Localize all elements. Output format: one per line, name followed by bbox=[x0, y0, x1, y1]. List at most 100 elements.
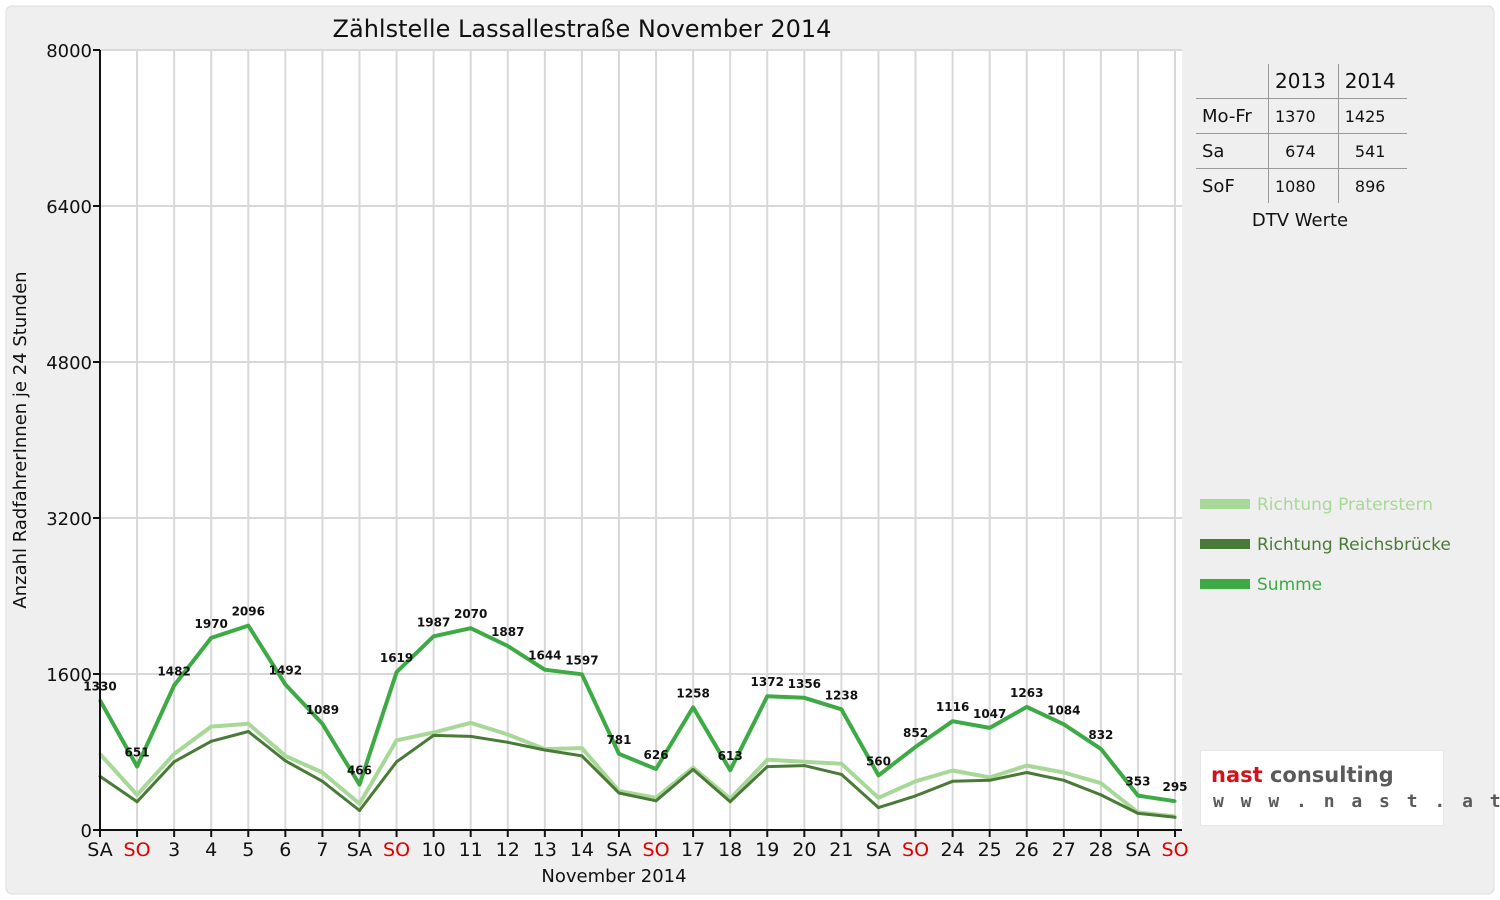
data-point bbox=[839, 772, 843, 776]
data-point bbox=[432, 634, 436, 638]
x-tick-label: 19 bbox=[755, 839, 779, 861]
dtv-value-2013: 1080 bbox=[1268, 168, 1339, 203]
legend: Richtung Praterstern Richtung Reichsbrück… bbox=[1200, 495, 1451, 595]
dtv-value-2013: 674 bbox=[1268, 133, 1339, 169]
data-label: 1116 bbox=[936, 700, 969, 714]
data-label: 2096 bbox=[232, 605, 265, 619]
data-point bbox=[691, 768, 695, 772]
data-point bbox=[1025, 705, 1029, 709]
data-point bbox=[283, 683, 287, 687]
data-point bbox=[951, 779, 955, 783]
data-label: 295 bbox=[1162, 780, 1187, 794]
data-point bbox=[209, 739, 213, 743]
data-point bbox=[283, 759, 287, 763]
data-label: 2070 bbox=[454, 607, 487, 621]
x-tick-label: 26 bbox=[1015, 839, 1039, 861]
x-tick-label: SO bbox=[124, 839, 151, 861]
data-label: 560 bbox=[866, 754, 891, 768]
data-point bbox=[951, 769, 955, 773]
data-point bbox=[283, 754, 287, 758]
data-point bbox=[209, 725, 213, 729]
data-point bbox=[357, 802, 361, 806]
data-label: 1330 bbox=[83, 679, 116, 693]
data-point bbox=[1099, 747, 1103, 751]
data-label: 466 bbox=[347, 764, 372, 778]
dtv-value-2014: 1425 bbox=[1337, 98, 1408, 134]
data-label: 1887 bbox=[491, 625, 524, 639]
data-point bbox=[1136, 811, 1140, 815]
data-point bbox=[246, 722, 250, 726]
data-point bbox=[432, 731, 436, 734]
logo-word-consulting: consulting bbox=[1269, 763, 1394, 787]
dtv-row-label: Mo-Fr bbox=[1196, 98, 1269, 134]
x-tick-label: 21 bbox=[829, 839, 853, 861]
data-point bbox=[765, 758, 769, 762]
data-point bbox=[914, 794, 918, 798]
data-point bbox=[728, 800, 732, 804]
x-tick-label: 6 bbox=[279, 839, 291, 861]
data-point bbox=[395, 738, 399, 742]
data-label: 781 bbox=[606, 733, 631, 747]
data-label: 1356 bbox=[788, 677, 821, 691]
data-point bbox=[876, 796, 880, 800]
data-point bbox=[580, 746, 584, 750]
data-point bbox=[988, 778, 992, 782]
x-tick-label: SA bbox=[347, 839, 372, 861]
y-axis-label: Anzahl RadfahrerInnen je 24 Stunden bbox=[10, 271, 31, 608]
dtv-header-empty bbox=[1196, 64, 1269, 99]
x-tick-label: 20 bbox=[792, 839, 816, 861]
data-point bbox=[1136, 794, 1140, 798]
series-layer bbox=[98, 623, 1177, 819]
dtv-table: 2013 2014 Mo-Fr 1370 1425 Sa 674 541 SoF… bbox=[1196, 64, 1408, 203]
x-tick-label: SO bbox=[902, 839, 929, 861]
data-point bbox=[728, 768, 732, 772]
data-label: 1482 bbox=[157, 665, 190, 679]
data-point bbox=[469, 734, 473, 738]
data-label: 1597 bbox=[565, 653, 598, 667]
data-point bbox=[172, 752, 176, 756]
data-point bbox=[1062, 722, 1066, 726]
data-point bbox=[802, 764, 806, 768]
data-point bbox=[1099, 793, 1103, 797]
data-point bbox=[876, 806, 880, 810]
data-point bbox=[580, 672, 584, 676]
x-tick-label: SO bbox=[643, 839, 670, 861]
nast-consulting-logo: nast consulting w w w . n a s t . a t bbox=[1200, 750, 1500, 826]
grid-lines bbox=[100, 49, 1182, 830]
x-tick-label: 10 bbox=[422, 839, 446, 861]
axes: 0 1600 3200 4800 6400 8000 SA SO 3 4 5 6 7 SA SO 10 11 12… bbox=[46, 41, 1188, 861]
legend-label: Summe bbox=[1257, 575, 1322, 595]
dtv-header-2014: 2014 bbox=[1337, 64, 1408, 99]
data-label: 852 bbox=[903, 726, 928, 740]
data-point bbox=[357, 809, 361, 812]
dtv-caption: DTV Werte bbox=[1251, 210, 1349, 231]
data-point bbox=[209, 636, 213, 640]
data-point bbox=[802, 696, 806, 700]
legend-swatch bbox=[1200, 499, 1250, 509]
data-point bbox=[506, 740, 510, 744]
data-label: 1987 bbox=[417, 615, 450, 629]
data-point bbox=[654, 799, 658, 803]
data-point bbox=[580, 754, 584, 758]
x-tick-label: 27 bbox=[1052, 839, 1076, 861]
data-point bbox=[469, 721, 473, 725]
x-axis-label: November 2014 bbox=[541, 866, 686, 887]
x-tick-label: SA bbox=[606, 839, 631, 861]
x-tick-label: 18 bbox=[718, 839, 742, 861]
data-point bbox=[876, 773, 880, 777]
data-point bbox=[951, 719, 955, 723]
data-point bbox=[691, 705, 695, 709]
series-line-3 bbox=[98, 623, 1176, 804]
x-tick-label: 17 bbox=[681, 839, 705, 861]
y-tick-label: 8000 bbox=[46, 41, 92, 62]
logo-url: w w w . n a s t . a t bbox=[1213, 791, 1500, 812]
data-label: 651 bbox=[125, 746, 150, 760]
x-tick-label: 28 bbox=[1089, 839, 1113, 861]
data-label: 626 bbox=[644, 748, 669, 762]
dtv-row-label: SoF bbox=[1196, 168, 1269, 203]
data-point bbox=[395, 760, 399, 764]
dtv-row-sof: SoF 1080 896 bbox=[1196, 168, 1408, 203]
data-point bbox=[172, 760, 176, 764]
y-tick-label: 6400 bbox=[46, 197, 92, 218]
